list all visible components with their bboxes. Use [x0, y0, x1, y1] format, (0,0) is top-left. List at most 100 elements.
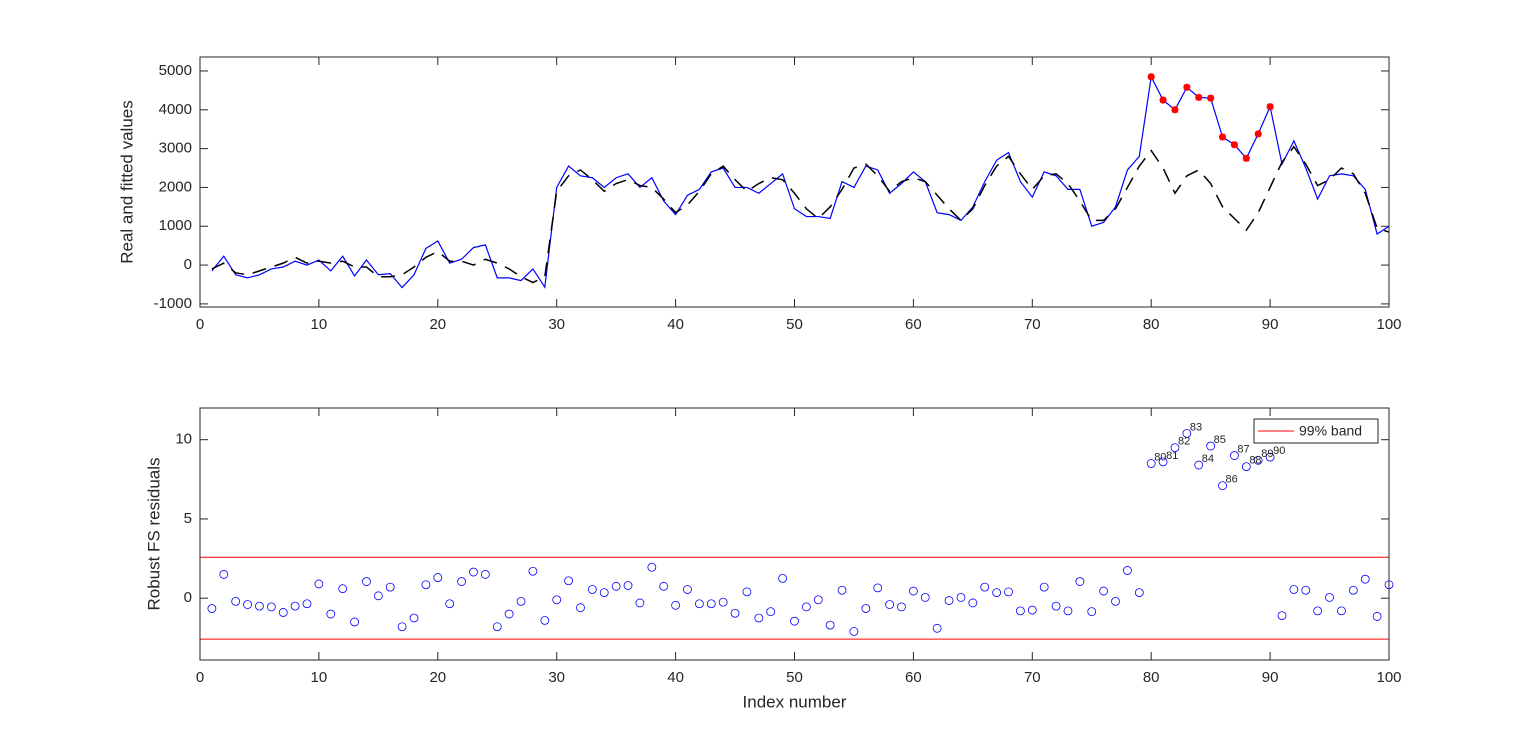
point: [1206, 441, 1216, 451]
point: [1063, 606, 1073, 616]
point: [1348, 585, 1358, 595]
x-tick-label: 100: [1376, 316, 1401, 333]
point: [457, 577, 466, 586]
point: [385, 582, 395, 592]
point: [338, 584, 348, 594]
point: [326, 609, 336, 619]
point: [1016, 606, 1025, 616]
y-tick-label: 2000: [159, 178, 192, 195]
point: [742, 587, 752, 597]
x-tick-label: 50: [786, 316, 803, 333]
outlier-marker: [1266, 103, 1274, 111]
outlier-marker: [1147, 73, 1155, 81]
outlier-marker: [1230, 141, 1238, 149]
point: [671, 600, 680, 610]
y-axis-label: Real and fitted values: [117, 100, 136, 264]
point: [647, 562, 657, 572]
y-axis-label: Robust FS residuals: [144, 457, 163, 610]
point: [433, 573, 443, 582]
point: [825, 620, 835, 630]
point: [362, 577, 371, 586]
point: [730, 608, 740, 618]
x-tick-label: 90: [1262, 316, 1279, 333]
x-tick-label: 40: [667, 316, 684, 333]
point: [480, 570, 490, 579]
y-tick-label: 10: [175, 431, 192, 448]
x-tick-label: 100: [1376, 669, 1401, 686]
y-tick-label: 0: [184, 589, 192, 606]
outlier-marker: [1219, 133, 1227, 141]
point: [1265, 452, 1275, 462]
point: [255, 601, 264, 611]
y-tick-label: -1000: [154, 295, 192, 312]
x-tick-label: 30: [548, 669, 565, 686]
point: [849, 627, 859, 636]
point-label: 80: [1154, 451, 1166, 463]
point: [968, 598, 978, 608]
point: [397, 622, 407, 632]
point: [243, 600, 252, 609]
point: [837, 585, 847, 595]
point: [587, 585, 597, 594]
outlier-marker: [1159, 96, 1167, 104]
point-label: 85: [1214, 434, 1226, 446]
point: [718, 597, 728, 607]
point: [980, 582, 990, 592]
point: [599, 588, 609, 598]
point: [1027, 605, 1037, 615]
outlier-marker: [1207, 94, 1215, 102]
point-label: 86: [1226, 474, 1238, 486]
x-tick-label: 10: [311, 669, 328, 686]
y-tick-label: 5000: [159, 62, 192, 79]
line: [211, 74, 1390, 289]
point: [1170, 443, 1180, 453]
x-tick-label: 80: [1143, 669, 1160, 686]
point: [909, 586, 918, 596]
x-tick-label: 20: [429, 669, 446, 686]
point-label: 84: [1202, 453, 1214, 465]
point: [1182, 428, 1192, 438]
axes-box: [199, 407, 1390, 661]
outlier-marker: [1254, 130, 1262, 138]
point: [1099, 586, 1109, 596]
point: [920, 592, 930, 602]
point-label: 82: [1178, 436, 1190, 448]
point: [492, 622, 502, 632]
point: [1360, 574, 1370, 584]
point: [635, 598, 645, 608]
y-tick-label: 4000: [159, 101, 192, 118]
x-tick-label: 70: [1024, 316, 1041, 333]
point: [659, 581, 669, 591]
point: [576, 603, 585, 613]
x-tick-label: 80: [1143, 316, 1160, 333]
point: [1325, 592, 1334, 602]
point: [290, 601, 300, 611]
x-tick-label: 40: [667, 669, 684, 686]
point: [623, 581, 633, 590]
point: [1218, 481, 1227, 491]
point-label: 89: [1261, 448, 1273, 460]
point: [1372, 612, 1382, 621]
outlier-marker: [1195, 93, 1203, 101]
point: [1051, 601, 1061, 611]
point: [1146, 459, 1156, 468]
point: [1289, 585, 1299, 594]
point: [207, 604, 217, 613]
point: [1277, 611, 1287, 621]
point-label: 87: [1237, 443, 1249, 455]
point: [944, 596, 954, 605]
point-label: 90: [1273, 445, 1285, 457]
axes-background: [200, 408, 1389, 660]
y-tick-label: 0: [184, 256, 192, 273]
point: [897, 602, 906, 612]
point: [373, 591, 383, 601]
point-label: 88: [1249, 455, 1261, 467]
point: [231, 596, 241, 606]
y-tick-label: 5: [184, 510, 192, 527]
legend-box: [1253, 418, 1379, 444]
x-tick-label: 60: [905, 669, 922, 686]
point: [1253, 455, 1263, 465]
axes-box: [199, 56, 1390, 308]
point: [409, 613, 419, 623]
